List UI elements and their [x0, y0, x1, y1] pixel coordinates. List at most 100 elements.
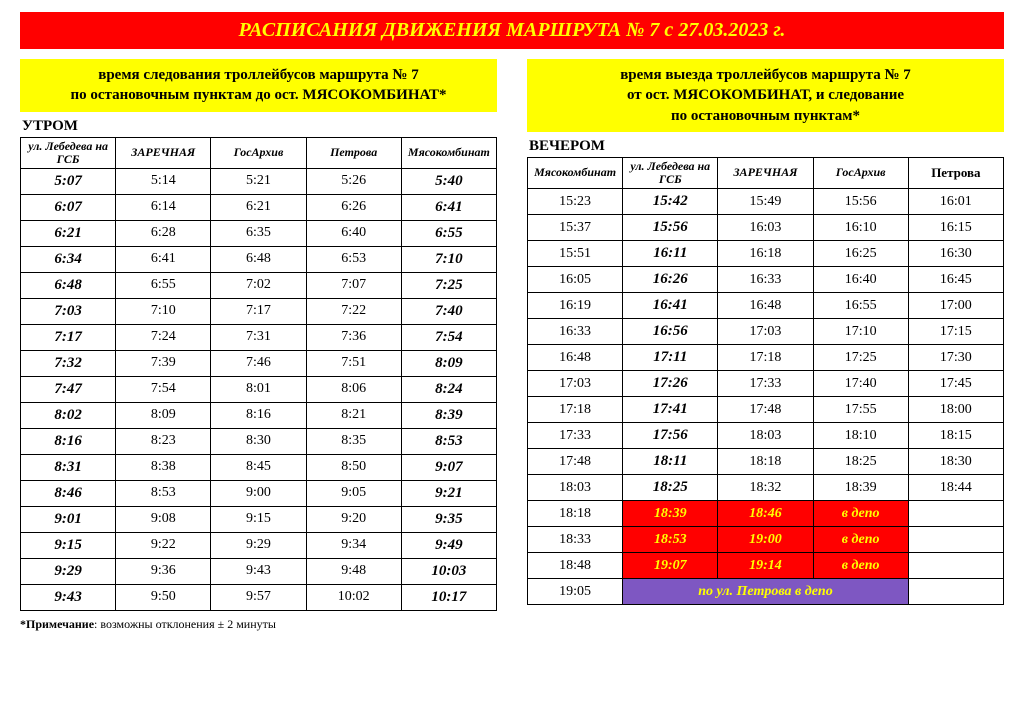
time-cell: 18:39 — [813, 475, 908, 501]
time-cell: 16:48 — [718, 293, 813, 319]
time-cell: 18:03 — [528, 475, 623, 501]
time-cell: 17:48 — [718, 397, 813, 423]
time-cell — [908, 553, 1003, 579]
time-cell: 17:30 — [908, 345, 1003, 371]
table-row: 15:2315:4215:4915:5616:01 — [528, 189, 1004, 215]
time-cell: 9:49 — [401, 532, 496, 558]
time-cell: 6:35 — [211, 220, 306, 246]
time-cell: 17:15 — [908, 319, 1003, 345]
time-cell: 9:01 — [21, 506, 116, 532]
time-cell: 18:33 — [528, 527, 623, 553]
time-cell: 7:32 — [21, 350, 116, 376]
time-cell: 8:06 — [306, 376, 401, 402]
time-cell: 15:56 — [813, 189, 908, 215]
time-cell: в депо — [813, 527, 908, 553]
time-cell: 16:48 — [528, 345, 623, 371]
time-cell: 7:31 — [211, 324, 306, 350]
time-cell: 6:28 — [116, 220, 211, 246]
column-header: ул. Лебедева на ГСБ — [21, 137, 116, 168]
time-cell — [908, 501, 1003, 527]
time-cell: 9:43 — [211, 558, 306, 584]
time-cell: 5:07 — [21, 168, 116, 194]
evening-table-body: 15:2315:4215:4915:5616:0115:3715:5616:03… — [528, 189, 1004, 605]
time-cell: 9:21 — [401, 480, 496, 506]
time-cell: 7:03 — [21, 298, 116, 324]
table-row: 7:177:247:317:367:54 — [21, 324, 497, 350]
table-row: 6:076:146:216:266:41 — [21, 194, 497, 220]
time-cell: 18:44 — [908, 475, 1003, 501]
time-cell: 17:03 — [528, 371, 623, 397]
right-time-of-day: ВЕЧЕРОМ — [529, 138, 1004, 155]
time-cell: 9:43 — [21, 584, 116, 610]
time-cell: 9:07 — [401, 454, 496, 480]
time-cell: 18:48 — [528, 553, 623, 579]
time-cell: 18:18 — [718, 449, 813, 475]
table-row: 16:3316:5617:0317:1017:15 — [528, 319, 1004, 345]
column-header: ЗАРЕЧНАЯ — [718, 157, 813, 188]
time-cell: 7:25 — [401, 272, 496, 298]
time-cell: 18:25 — [623, 475, 718, 501]
time-cell: 5:40 — [401, 168, 496, 194]
time-cell: 15:42 — [623, 189, 718, 215]
time-cell: 17:55 — [813, 397, 908, 423]
time-cell: 7:07 — [306, 272, 401, 298]
time-cell: 17:40 — [813, 371, 908, 397]
table-row: 15:3715:5616:0316:1016:15 — [528, 215, 1004, 241]
time-cell: 15:37 — [528, 215, 623, 241]
time-cell: 18:10 — [813, 423, 908, 449]
time-cell: 9:22 — [116, 532, 211, 558]
time-cell: 7:24 — [116, 324, 211, 350]
time-cell: 9:36 — [116, 558, 211, 584]
time-cell: 17:33 — [528, 423, 623, 449]
table-row: 8:168:238:308:358:53 — [21, 428, 497, 454]
time-cell: 16:18 — [718, 241, 813, 267]
time-cell: 16:55 — [813, 293, 908, 319]
time-cell: 9:57 — [211, 584, 306, 610]
time-cell: 15:56 — [623, 215, 718, 241]
time-cell: 6:53 — [306, 246, 401, 272]
time-cell: 6:55 — [116, 272, 211, 298]
time-cell: 16:01 — [908, 189, 1003, 215]
time-cell: 16:05 — [528, 267, 623, 293]
time-cell: 7:02 — [211, 272, 306, 298]
table-row: 7:327:397:467:518:09 — [21, 350, 497, 376]
time-cell: 18:53 — [623, 527, 718, 553]
time-cell: 18:18 — [528, 501, 623, 527]
time-cell: 17:25 — [813, 345, 908, 371]
right-subheader-line2: от ост. МЯСОКОМБИНАТ, и следование — [627, 87, 904, 103]
table-row: 18:3318:5319:00в депо — [528, 527, 1004, 553]
morning-table-head: ул. Лебедева на ГСБЗАРЕЧНАЯГосАрхивПетро… — [21, 137, 497, 168]
table-row: 8:468:539:009:059:21 — [21, 480, 497, 506]
time-cell: 6:26 — [306, 194, 401, 220]
time-cell: 16:33 — [718, 267, 813, 293]
column-header: Петрова — [306, 137, 401, 168]
time-cell: 5:14 — [116, 168, 211, 194]
time-cell: 8:02 — [21, 402, 116, 428]
time-cell: 6:41 — [116, 246, 211, 272]
time-cell: 9:35 — [401, 506, 496, 532]
time-cell: 17:11 — [623, 345, 718, 371]
time-cell: 8:53 — [116, 480, 211, 506]
time-cell: 18:46 — [718, 501, 813, 527]
time-cell: 7:10 — [116, 298, 211, 324]
time-cell: 7:10 — [401, 246, 496, 272]
time-cell: 6:07 — [21, 194, 116, 220]
time-cell: 8:30 — [211, 428, 306, 454]
main-title-banner: РАСПИСАНИЯ ДВИЖЕНИЯ МАРШРУТА № 7 с 27.03… — [20, 12, 1004, 49]
time-cell: 16:26 — [623, 267, 718, 293]
table-row: 19:05по ул. Петрова в депо — [528, 579, 1004, 605]
time-cell: 8:39 — [401, 402, 496, 428]
footnote: *Примечание: возможны отклонения ± 2 мин… — [20, 617, 497, 632]
time-cell: 8:21 — [306, 402, 401, 428]
two-column-layout: время следования троллейбусов маршрута №… — [20, 59, 1004, 632]
evening-table-head: Мясокомбинатул. Лебедева на ГСБЗАРЕЧНАЯГ… — [528, 157, 1004, 188]
time-cell: 9:34 — [306, 532, 401, 558]
time-cell: 16:11 — [623, 241, 718, 267]
time-cell: 6:21 — [211, 194, 306, 220]
table-row: 18:4819:0719:14в депо — [528, 553, 1004, 579]
time-cell: 16:19 — [528, 293, 623, 319]
time-cell: 19:07 — [623, 553, 718, 579]
time-cell: 7:36 — [306, 324, 401, 350]
footnote-label: *Примечание — [20, 617, 94, 631]
time-cell: 5:21 — [211, 168, 306, 194]
